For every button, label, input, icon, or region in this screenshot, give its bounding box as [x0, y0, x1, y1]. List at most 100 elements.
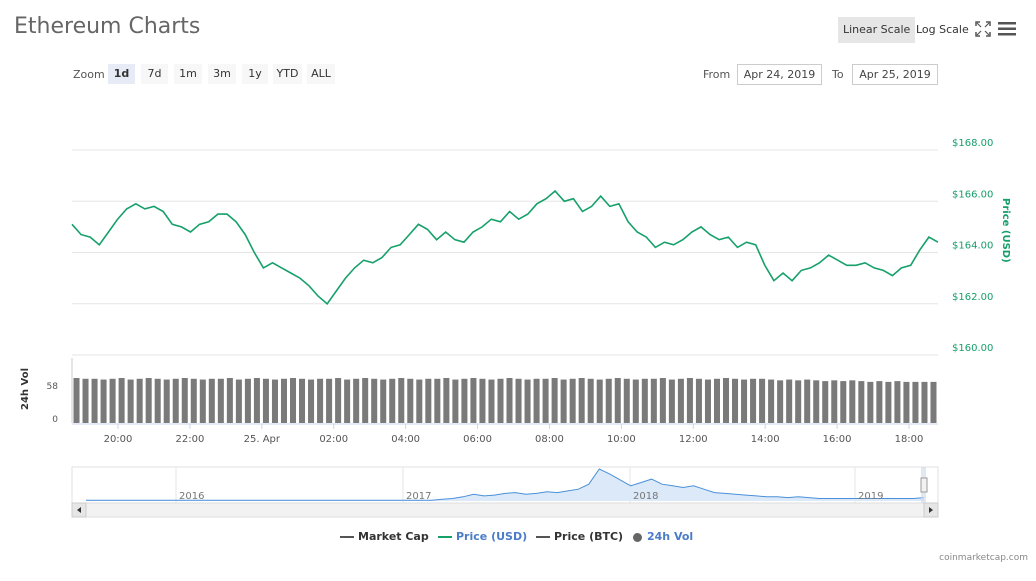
volume-bar: [551, 378, 558, 423]
time-tick-label: 08:00: [535, 434, 564, 445]
time-tick-label: 20:00: [104, 434, 133, 445]
zoom-label: Zoom: [73, 68, 105, 81]
volume-bar: [804, 379, 811, 423]
volume-bar: [253, 378, 260, 423]
volume-bar: [326, 378, 333, 423]
volume-bar: [750, 378, 757, 423]
volume-bar: [732, 378, 739, 423]
volume-bar: [867, 381, 874, 423]
volume-bar: [217, 378, 224, 423]
time-tick-label: 18:00: [895, 434, 924, 445]
volume-bar: [578, 378, 585, 423]
vol-dot-icon: [633, 532, 642, 542]
linear-scale-button[interactable]: Linear Scale: [838, 17, 916, 43]
volume-bar: [822, 381, 829, 423]
volume-bar: [172, 378, 179, 423]
navigator-year-label: 2017: [406, 491, 431, 502]
time-tick-label: 04:00: [391, 434, 420, 445]
volume-bar: [479, 378, 486, 423]
credit-text: coinmarketcap.com: [939, 553, 1028, 563]
zoom-all-button[interactable]: ALL: [307, 64, 335, 84]
volume-bar: [299, 378, 306, 423]
volume-tick-0: 0: [52, 415, 58, 425]
price-tick-label: $164.00: [952, 241, 993, 252]
zoom-7d-button[interactable]: 7d: [141, 64, 168, 84]
scrollbar[interactable]: [71, 502, 939, 518]
volume-bar: [389, 378, 396, 423]
zoom-1d-button[interactable]: 1d: [108, 64, 135, 84]
volume-bar: [244, 378, 251, 423]
zoom-1y-button[interactable]: 1y: [242, 64, 268, 84]
navigator-line: [86, 468, 925, 501]
volume-bar: [542, 378, 549, 423]
page-title: Ethereum Charts: [14, 14, 201, 39]
price-line: [71, 189, 939, 305]
time-tick-label: 02:00: [319, 434, 348, 445]
to-date-input[interactable]: Apr 25, 2019: [852, 64, 938, 85]
volume-bar: [82, 378, 89, 423]
volume-bar: [614, 378, 621, 423]
volume-bar: [849, 380, 856, 423]
zoom-ytd-button[interactable]: YTD: [273, 64, 302, 84]
price-tick-label: $168.00: [952, 138, 993, 149]
legend-item-market-cap[interactable]: Market Cap: [340, 530, 429, 543]
volume-bar: [795, 380, 802, 423]
log-scale-button[interactable]: Log Scale: [916, 23, 969, 36]
volume-bar: [596, 379, 603, 423]
fullscreen-icon[interactable]: [975, 21, 991, 37]
volume-bar: [921, 381, 928, 423]
volume-bar: [686, 378, 693, 423]
volume-bar: [262, 378, 269, 423]
zoom-3m-button[interactable]: 3m: [208, 64, 236, 84]
volume-bar: [759, 378, 766, 423]
volume-bar: [362, 378, 369, 423]
volume-bar: [353, 378, 360, 423]
menu-icon[interactable]: [998, 22, 1016, 36]
volume-bar: [813, 380, 820, 423]
volume-bar: [885, 381, 892, 423]
legend-item-24h-vol[interactable]: 24h Vol: [633, 530, 693, 543]
volume-bar: [154, 378, 161, 423]
price-tick-label: $162.00: [952, 292, 993, 303]
volume-bar: [659, 378, 666, 423]
volume-bar: [308, 379, 315, 423]
legend-label: 24h Vol: [647, 530, 694, 543]
volume-bar: [840, 381, 847, 423]
zoom-1m-button[interactable]: 1m: [174, 64, 202, 84]
legend-item-price-usd[interactable]: Price (USD): [438, 530, 527, 543]
legend-label: Price (USD): [456, 530, 528, 543]
volume-bar: [145, 378, 152, 423]
volume-bar: [73, 378, 80, 423]
volume-bar: [876, 381, 883, 423]
volume-bar: [497, 378, 504, 423]
legend-item-price-btc[interactable]: Price (BTC): [536, 530, 623, 543]
volume-bar: [515, 378, 522, 423]
volume-bar: [443, 378, 450, 423]
volume-bar: [280, 378, 287, 423]
price-tick-label: $166.00: [952, 189, 993, 200]
volume-bar: [271, 379, 278, 423]
time-tick-label: 12:00: [679, 434, 708, 445]
volume-bar: [930, 381, 937, 423]
navigator-year-label: 2018: [633, 491, 658, 502]
volume-bar: [425, 378, 432, 423]
volume-bar: [199, 379, 206, 423]
volume-bar: [831, 380, 838, 423]
volume-bar: [677, 378, 684, 423]
volume-axis-label: 24h Vol: [20, 368, 31, 410]
volume-bar: [506, 378, 513, 423]
from-date-input[interactable]: Apr 24, 2019: [737, 64, 822, 85]
price-axis-label: Price (USD): [1000, 198, 1011, 263]
to-label: To: [832, 68, 844, 81]
volume-bar: [100, 379, 107, 423]
navigator-handle[interactable]: [920, 477, 928, 493]
volume-bar: [109, 378, 116, 423]
volume-bar: [587, 378, 594, 423]
volume-bar: [235, 379, 242, 423]
volume-bar: [163, 379, 170, 423]
volume-bar: [704, 379, 711, 423]
time-tick-label: 22:00: [175, 434, 204, 445]
volume-bar: [741, 379, 748, 423]
volume-bar: [524, 379, 531, 423]
